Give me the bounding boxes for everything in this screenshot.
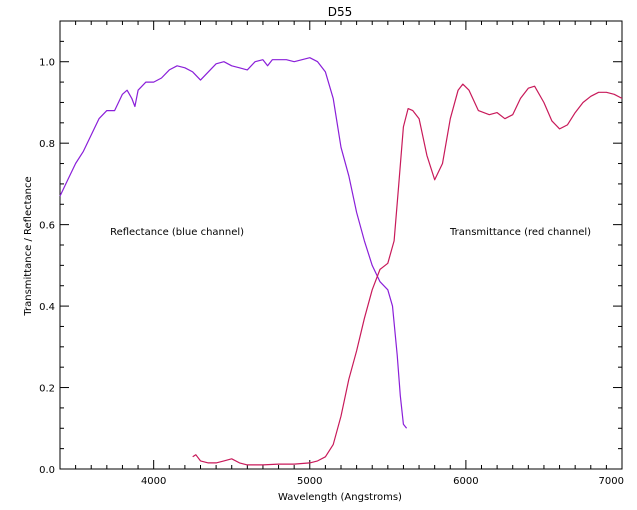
x-axis-label: Wavelength (Angstroms) bbox=[278, 492, 402, 503]
y-tick-label: 1.0 bbox=[39, 58, 55, 69]
transmittance-series-line bbox=[192, 83, 623, 466]
reflectance-series-line bbox=[59, 57, 408, 429]
y-tick-label: 0.8 bbox=[39, 139, 55, 150]
chart-annotation: Reflectance (blue channel) bbox=[110, 227, 244, 238]
y-axis: 0.0 0.2 0.4 0.6 0.8 1.0 bbox=[39, 20, 622, 476]
x-tick-label: 4000 bbox=[141, 476, 166, 487]
x-tick-label: 6000 bbox=[453, 476, 478, 487]
annotation-layer: Reflectance (blue channel) Transmittance … bbox=[110, 227, 591, 238]
series-layer bbox=[59, 57, 623, 466]
y-tick-label: 0.2 bbox=[39, 384, 55, 395]
y-axis-label: Transmittance / Reflectance bbox=[23, 176, 34, 316]
y-tick-label: 0.0 bbox=[39, 465, 55, 476]
x-tick-label: 7000 bbox=[599, 476, 624, 487]
x-tick-label: 5000 bbox=[297, 476, 322, 487]
plot-frame bbox=[59, 20, 623, 470]
y-tick-label: 0.6 bbox=[39, 221, 55, 232]
chart-title: D55 bbox=[328, 5, 353, 19]
y-tick-label: 0.4 bbox=[39, 302, 55, 313]
x-axis: 4000 5000 6000 7000 bbox=[59, 21, 624, 487]
plot-border bbox=[59, 20, 623, 470]
chart-annotation: Transmittance (red channel) bbox=[449, 227, 591, 238]
